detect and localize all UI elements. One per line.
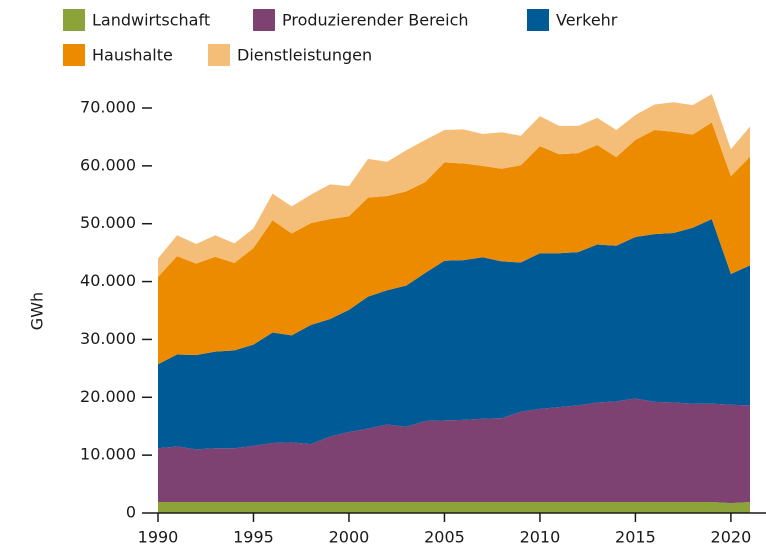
area: [158, 502, 750, 513]
legend-label: Verkehr: [556, 11, 618, 30]
legend-swatch: [208, 44, 230, 66]
y-tick-label: 0: [126, 503, 136, 522]
y-tick-label: 20.000: [80, 387, 136, 406]
legend-label: Landwirtschaft: [92, 11, 210, 30]
legend-swatch: [63, 9, 85, 31]
area: [158, 94, 750, 277]
y-tick-label: 70.000: [80, 98, 136, 117]
x-tick-label: 1995: [233, 528, 274, 547]
x-tick-label: 2005: [424, 528, 465, 547]
x-tick-label: 2015: [615, 528, 656, 547]
y-tick-label: 40.000: [80, 271, 136, 290]
legend-label: Haushalte: [92, 46, 173, 65]
legend-swatch: [253, 9, 275, 31]
y-tick-label: 30.000: [80, 329, 136, 348]
y-axis-label: GWh: [28, 292, 47, 330]
y-tick-label: 50.000: [80, 213, 136, 232]
y-tick-label: 10.000: [80, 445, 136, 464]
x-tick-label: 1990: [138, 528, 179, 547]
legend-label: Produzierender Bereich: [282, 11, 469, 30]
area: [158, 398, 750, 504]
area: [158, 122, 750, 365]
y-tick-label: 60.000: [80, 155, 136, 174]
area: [158, 219, 750, 450]
x-tick-label: 2000: [329, 528, 370, 547]
legend-swatch: [527, 9, 549, 31]
x-tick-label: 2020: [711, 528, 752, 547]
x-tick-label: 2010: [520, 528, 561, 547]
legend-swatch: [63, 44, 85, 66]
legend-label: Dienstleistungen: [237, 46, 372, 65]
